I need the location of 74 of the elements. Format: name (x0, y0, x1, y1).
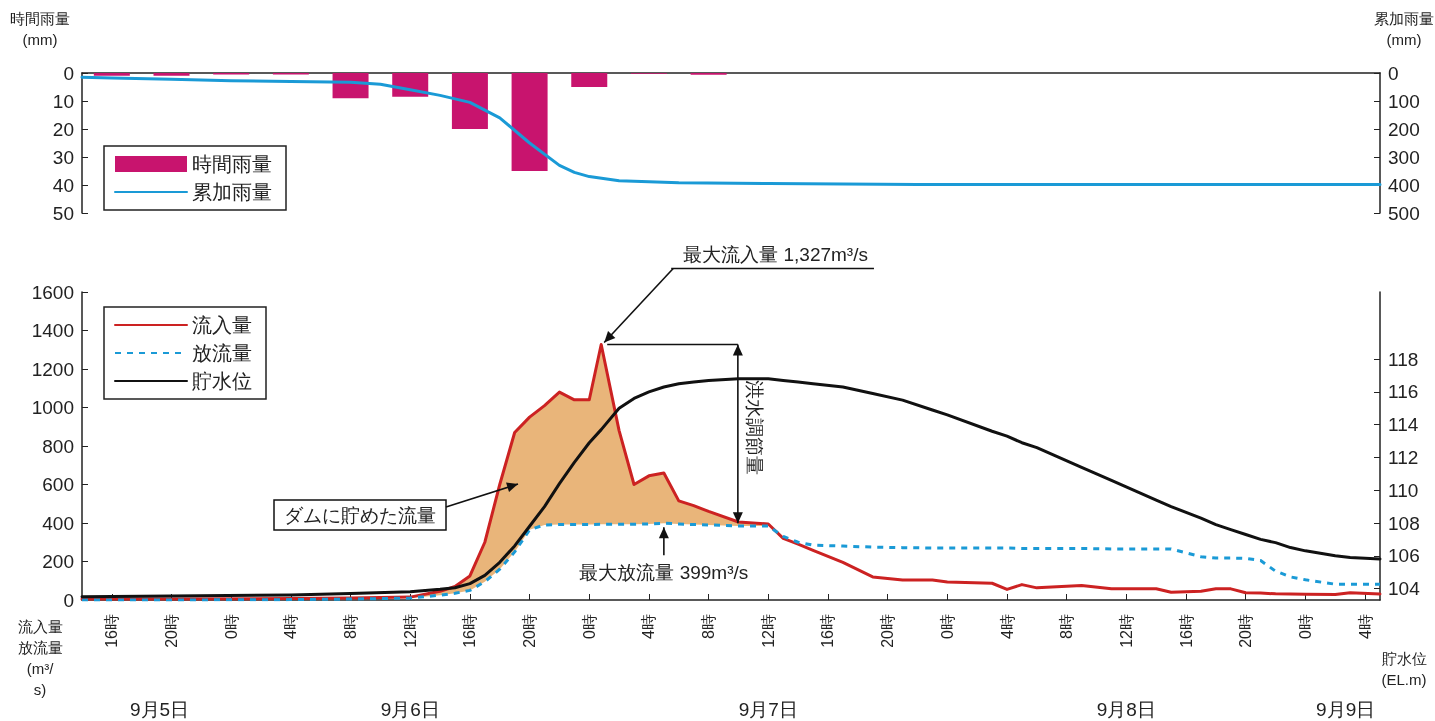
y2-tick-label: 0 (1388, 62, 1399, 84)
x2-tick-label: 9月9日 (1316, 699, 1376, 720)
y2-tick-label: 108 (1388, 512, 1420, 534)
x-tick-label: 16時 (461, 614, 479, 648)
y-tick-label: 800 (42, 435, 74, 457)
legend-label: 時間雨量 (192, 153, 272, 175)
y2-tick-label: 400 (1388, 174, 1420, 196)
bar (571, 73, 608, 87)
annotation: 最大放流量 399m³/s (579, 562, 749, 584)
x-tick-label: 16時 (103, 614, 121, 648)
y2-tick-label: 500 (1388, 202, 1420, 224)
y2-tick-label: 200 (1388, 118, 1420, 140)
y2-tick-label: 106 (1388, 545, 1420, 567)
x-tick-label: 4時 (640, 614, 658, 639)
x-tick-label: 16時 (1177, 614, 1195, 648)
x2-tick-label: 9月8日 (1096, 699, 1156, 720)
x-tick-label: 4時 (998, 614, 1016, 639)
legend-label: 累加雨量 (192, 181, 272, 203)
y-tick-label: 400 (42, 512, 74, 534)
x-tick-label: 20時 (1237, 614, 1255, 648)
x-tick-label: 16時 (819, 614, 837, 648)
y2-tick-label: 116 (1388, 381, 1419, 403)
x-tick-label: 0時 (938, 614, 956, 639)
y2-axis-title: 貯水位(EL.m) (1381, 650, 1427, 688)
x-tick-label: 0時 (1296, 614, 1314, 639)
x-tick-label: 8時 (1058, 614, 1076, 639)
y2-tick-label: 114 (1388, 414, 1419, 436)
y-tick-label: 1600 (31, 281, 74, 303)
y-tick-label: 30 (52, 146, 74, 168)
y2-tick-label: 104 (1388, 578, 1421, 600)
x2-tick-label: 9月5日 (130, 699, 190, 720)
x-tick-label: 4時 (1356, 614, 1374, 639)
x-tick-label: 20時 (163, 614, 181, 648)
y-tick-label: 600 (42, 474, 74, 495)
x-tick-label: 0時 (222, 614, 240, 639)
y-tick-label: 0 (63, 589, 74, 611)
x-tick-label: 8時 (342, 614, 360, 639)
annotation: 最大流入量 1,327m³/s (683, 243, 868, 265)
y-axis-title: 流入量放流量(m³/s) (17, 618, 63, 698)
y2-tick-label: 300 (1388, 146, 1420, 168)
y-tick-label: 50 (52, 202, 74, 224)
bar (153, 73, 190, 76)
x-tick-label: 12時 (1117, 614, 1135, 648)
x-tick-label: 0時 (580, 614, 598, 639)
y2-tick-label: 118 (1388, 348, 1419, 370)
y2-tick-label: 112 (1388, 446, 1419, 468)
annotation: ダムに貯めた流量 (284, 505, 436, 526)
y-tick-label: 1200 (31, 358, 74, 380)
y-tick-label: 10 (52, 90, 74, 112)
y-axis-title: 時間雨量(mm) (10, 10, 70, 48)
y-tick-label: 0 (63, 62, 74, 84)
y2-axis-title: 累加雨量(mm) (1374, 10, 1434, 48)
bar (451, 73, 488, 129)
x2-tick-label: 9月6日 (380, 699, 440, 720)
y2-tick-label: 110 (1388, 479, 1419, 501)
x-tick-label: 8時 (700, 614, 718, 639)
y-tick-label: 20 (52, 118, 74, 140)
x-tick-label: 20時 (879, 614, 897, 648)
legend-label: 流入量 (192, 314, 252, 336)
x-tick-label: 12時 (759, 614, 777, 648)
x-tick-label: 20時 (521, 614, 539, 648)
y2-tick-label: 100 (1388, 90, 1420, 112)
y-tick-label: 200 (42, 551, 74, 572)
bar (93, 73, 130, 76)
legend-label: 放流量 (192, 342, 252, 364)
y-tick-label: 1400 (31, 320, 74, 341)
x2-tick-label: 9月7日 (738, 699, 798, 720)
x-tick-label: 12時 (401, 614, 419, 648)
y-tick-label: 40 (52, 174, 74, 196)
annotation: 洪水調節量 (743, 380, 765, 476)
x-tick-label: 4時 (282, 614, 300, 639)
y-tick-label: 1000 (31, 397, 74, 418)
bar (511, 73, 548, 171)
legend-label: 貯水位 (192, 370, 252, 392)
